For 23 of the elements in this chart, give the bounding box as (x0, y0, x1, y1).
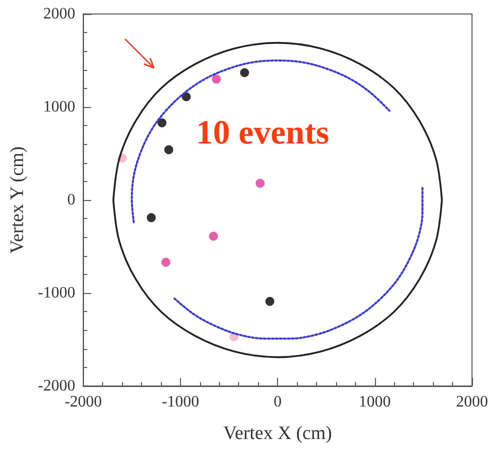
point (240, 68, 250, 78)
point (265, 296, 274, 306)
x-tick-label: -2000 (64, 394, 102, 410)
x-tick-label: -1000 (162, 394, 200, 410)
annotation: 10 events (196, 114, 330, 152)
x-axis-title: Vertex X (cm) (223, 423, 332, 444)
point (161, 258, 170, 267)
y-tick-label: -2000 (38, 378, 76, 394)
x-tick-label: 1000 (358, 394, 391, 410)
point (208, 232, 218, 241)
point (146, 213, 156, 222)
point (256, 178, 265, 188)
y-axis-title: Vertex Y (cm) (7, 146, 28, 254)
point (182, 92, 191, 102)
x-tick-label: 2000 (456, 394, 488, 410)
y-tick-label: 0 (67, 192, 76, 208)
y-tick-label: 2000 (43, 6, 76, 22)
y-tick-label: 1000 (43, 98, 76, 116)
x-tick-label: 0 (274, 394, 282, 410)
point (212, 74, 221, 84)
y-tick-label: -1000 (38, 284, 76, 302)
point (157, 118, 166, 128)
point (164, 145, 174, 154)
